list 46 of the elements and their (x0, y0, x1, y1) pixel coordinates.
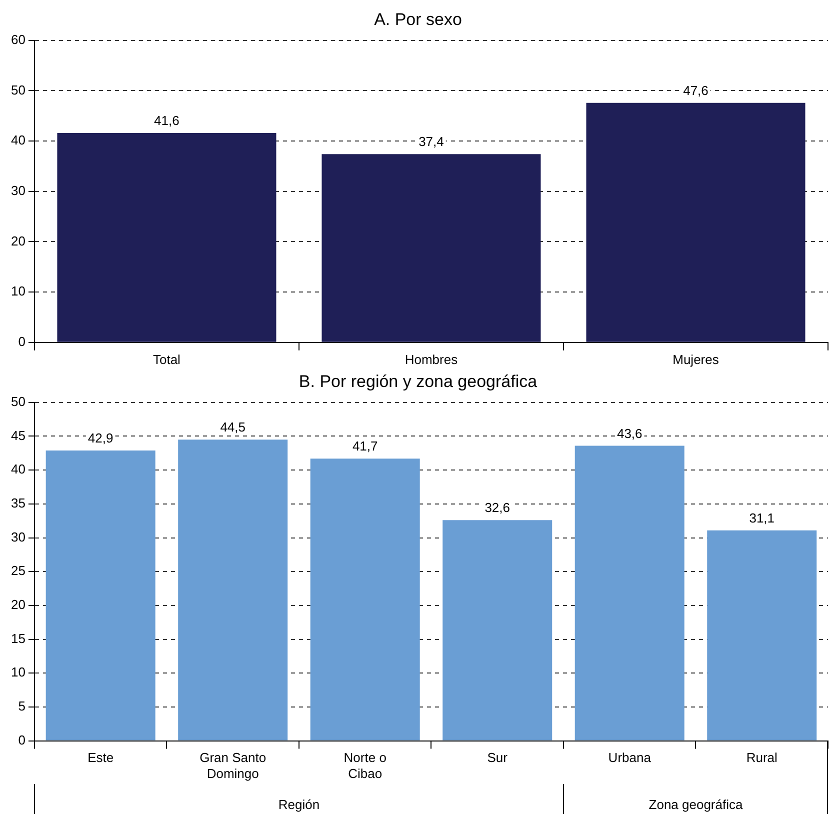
x-tick-label: Urbana (608, 750, 652, 766)
y-tick-label: 40 (10, 132, 26, 148)
y-tick-label: 35 (10, 496, 26, 510)
data-label: 31,1 (749, 510, 775, 526)
chart-title: B. Por región y zona geográfica (298, 372, 538, 391)
bar (178, 440, 288, 740)
y-tick-label: 30 (10, 182, 26, 198)
y-tick-label: 15 (10, 630, 26, 646)
y-tick-label: 45 (10, 428, 26, 443)
y-tick-label: 0 (18, 732, 26, 748)
y-tick-label: 20 (10, 233, 26, 248)
y-tick-label: 10 (10, 664, 26, 680)
data-label: 41,7 (352, 438, 378, 454)
bar (574, 446, 684, 740)
x-tick-label: Este (88, 750, 114, 766)
data-label: 37,4 (418, 134, 444, 150)
y-tick-label: 25 (10, 563, 26, 578)
bar (310, 458, 420, 740)
bar (442, 520, 552, 740)
text: Región (278, 797, 320, 812)
x-tick-label: Mujeres (672, 352, 720, 367)
x-tick-label: Norte o Cibao (344, 750, 386, 781)
bar (46, 450, 156, 740)
data-label: 47,6 (683, 82, 708, 98)
x-tick-label: Rural (746, 750, 778, 766)
y-tick-label: 0 (18, 334, 26, 349)
chart-title: A. Por sexo (374, 10, 462, 29)
data-label: 32,6 (484, 500, 510, 516)
y-tick-label: 40 (10, 462, 26, 477)
x-tick-label: Gran Santo Domingo (200, 750, 266, 781)
data-label: 42,9 (88, 430, 114, 446)
y-tick-label: 5 (18, 698, 26, 714)
x-tick-label: Sur (487, 750, 508, 766)
data-label: 44,5 (220, 420, 246, 435)
y-tick-label: 50 (10, 394, 26, 409)
y-tick-label: 30 (10, 529, 26, 544)
y-tick-label: 60 (10, 32, 26, 47)
y-tick-label: 10 (10, 284, 26, 299)
x-tick-label: Hombres (404, 352, 458, 367)
y-tick-label: 50 (10, 82, 26, 98)
y-tick-label: 20 (10, 597, 26, 612)
bar (707, 530, 817, 740)
x-tick-label: Total (152, 352, 181, 367)
data-label: 43,6 (616, 426, 642, 441)
data-label: 41,6 (154, 113, 180, 128)
text: Zona geográfica (648, 797, 744, 812)
